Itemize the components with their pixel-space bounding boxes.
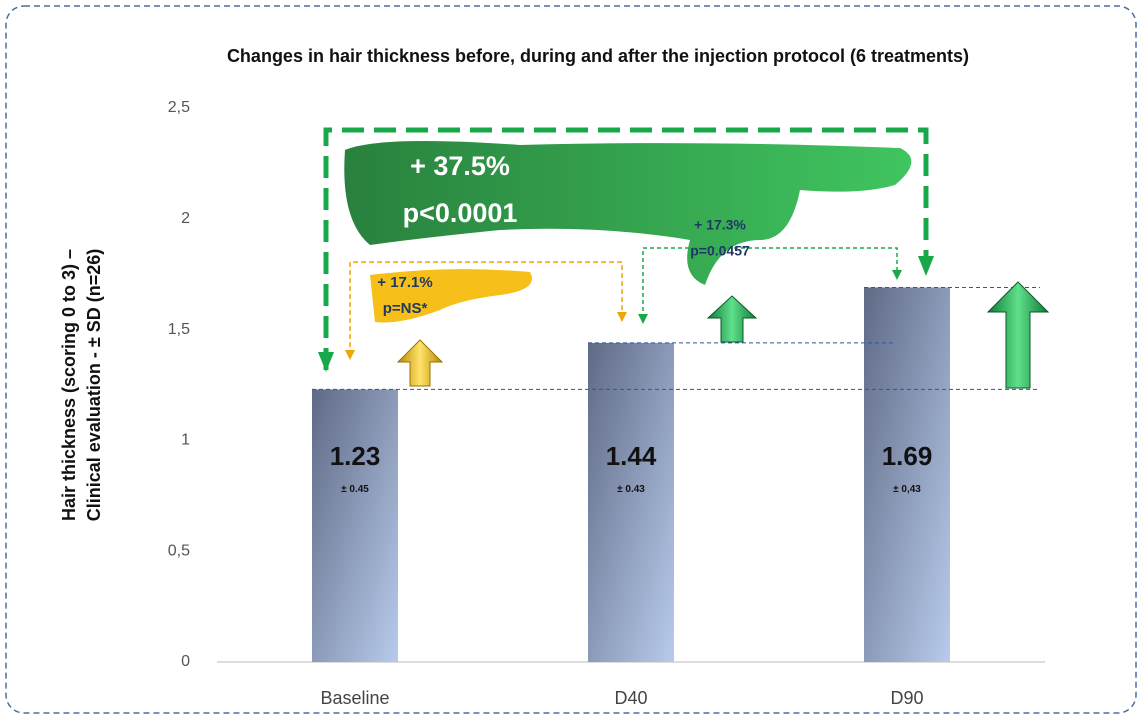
arrowhead — [617, 312, 627, 322]
bar — [588, 342, 674, 662]
arrowhead — [892, 270, 902, 280]
value-label: 1.69 — [882, 441, 933, 471]
arrowhead — [638, 314, 648, 324]
y-tick-label: 1 — [181, 432, 190, 449]
annotation: p=0.0457 — [690, 243, 750, 259]
sd-label: ± 0.43 — [617, 484, 645, 495]
arrowhead — [318, 352, 334, 372]
bracket — [323, 127, 929, 370]
up-arrow — [986, 281, 1050, 389]
up-arrow — [396, 339, 444, 387]
annotation: p<0.0001 — [403, 198, 518, 228]
annotation: p=NS* — [383, 300, 428, 317]
y-tick-label: 1,5 — [168, 321, 190, 338]
highlight-blob — [370, 269, 532, 323]
y-axis-label: Clinical evaluation - ± SD (n=26) — [84, 249, 104, 521]
x-tick-label: D90 — [890, 688, 923, 708]
bracket — [642, 247, 898, 318]
bar — [864, 287, 950, 662]
x-tick-label: D40 — [614, 688, 647, 708]
plot: 0 0,5 1 1,5 2 2,5 Baseline 1.23 ± 0.45 D40 1.44 ± 0… — [168, 99, 1045, 708]
value-label: 1.44 — [606, 441, 657, 471]
y-tick-label: 0,5 — [168, 542, 190, 559]
annotation: + 37.5% — [410, 151, 510, 181]
bar — [312, 389, 398, 662]
sd-label: ± 0.45 — [341, 484, 369, 495]
y-tick-label: 2,5 — [168, 99, 190, 116]
chart-title: Changes in hair thickness before, during… — [227, 46, 969, 66]
up-arrow — [706, 295, 758, 343]
annotation: + 17.1% — [377, 274, 432, 291]
y-axis-label: Hair thickness (scoring 0 to 3) – — [59, 249, 79, 521]
arrowhead — [918, 256, 934, 276]
sd-label: ± 0,43 — [893, 484, 921, 495]
highlight-blob — [344, 141, 912, 285]
annotation: + 17.3% — [694, 217, 746, 233]
x-tick-label: Baseline — [320, 688, 389, 708]
value-label: 1.23 — [330, 441, 381, 471]
y-tick-label: 0 — [181, 653, 190, 670]
y-tick-label: 2 — [181, 210, 190, 227]
bracket — [349, 261, 623, 355]
arrowhead — [345, 350, 355, 360]
